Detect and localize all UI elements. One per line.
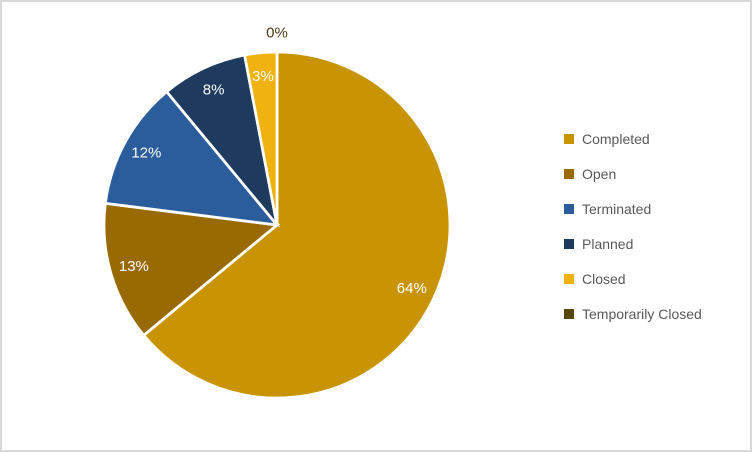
legend-item-planned[interactable]: Planned: [564, 234, 702, 254]
legend-item-temporarily-closed[interactable]: Temporarily Closed: [564, 304, 702, 324]
legend-swatch-icon: [564, 274, 574, 284]
legend-label: Completed: [582, 131, 650, 147]
pie-slice-open[interactable]: [102, 201, 281, 338]
legend-swatch-icon: [564, 134, 574, 144]
legend-label: Terminated: [582, 201, 652, 217]
legend-label: Temporarily Closed: [582, 306, 702, 322]
legend-item-completed[interactable]: Completed: [564, 129, 702, 149]
chart-legend: Completed Open Terminated Planned Closed Temp…: [564, 129, 702, 339]
data-label-terminated: 12%: [131, 145, 161, 162]
data-label-temporarily-closed: 0%: [266, 25, 288, 42]
legend-swatch-icon: [564, 239, 574, 249]
data-label-planned: 8%: [203, 82, 225, 99]
legend-label: Closed: [582, 271, 626, 287]
data-label-closed: 3%: [252, 68, 274, 85]
data-label-completed: 64%: [397, 280, 427, 297]
legend-swatch-icon: [564, 309, 574, 319]
legend-label: Open: [582, 166, 617, 182]
legend-swatch-icon: [564, 169, 574, 179]
pie-slice-terminated[interactable]: [103, 89, 281, 227]
legend-label: Planned: [582, 236, 634, 252]
pie-slice-closed[interactable]: [242, 50, 279, 226]
legend-swatch-icon: [564, 204, 574, 214]
data-label-open: 13%: [119, 258, 149, 275]
legend-item-terminated[interactable]: Terminated: [564, 199, 702, 219]
legend-item-open[interactable]: Open: [564, 164, 702, 184]
legend-item-closed[interactable]: Closed: [564, 269, 702, 289]
pie-slice-completed[interactable]: [141, 50, 452, 400]
